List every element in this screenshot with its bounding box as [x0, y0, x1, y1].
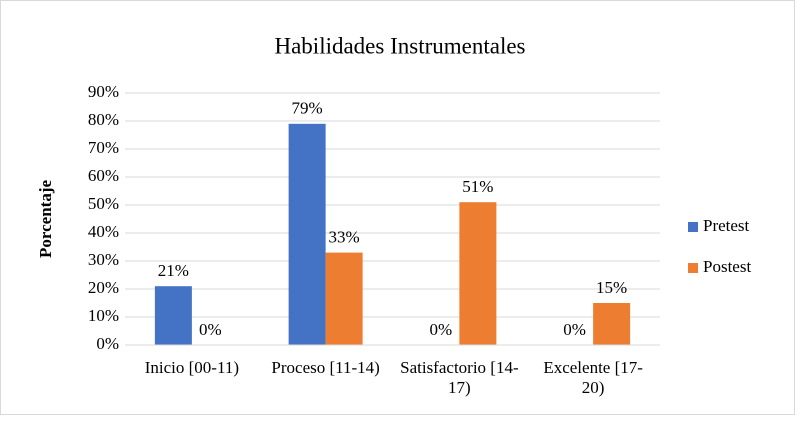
y-axis-label: Porcentaje [36, 180, 55, 258]
value-label: 21% [158, 261, 189, 280]
x-tick-label: Satisfactorio [14-17) [400, 358, 519, 397]
y-tick-label: 0% [96, 334, 119, 353]
bar [593, 303, 631, 345]
value-label: 33% [329, 228, 360, 247]
legend-label: Pretest [703, 216, 750, 235]
x-tick-label: Excelente [17-20) [543, 358, 643, 397]
chart-title: Habilidades Instrumentales [274, 33, 525, 58]
bar [288, 123, 326, 345]
value-label: 0% [563, 320, 586, 339]
x-tick-label: Inicio [00-11) [144, 358, 239, 377]
y-tick-label: 10% [88, 306, 119, 325]
y-tick-label: 40% [88, 222, 119, 241]
legend-swatch [688, 222, 698, 232]
bar [459, 202, 497, 345]
legend-swatch [688, 263, 698, 273]
y-tick-label: 30% [88, 250, 119, 269]
bar [154, 286, 192, 345]
y-tick-label: 90% [88, 82, 119, 101]
value-label: 51% [462, 177, 493, 196]
y-tick-label: 60% [88, 166, 119, 185]
y-tick-label: 50% [88, 194, 119, 213]
y-tick-label: 20% [88, 278, 119, 297]
y-tick-label: 70% [88, 138, 119, 157]
bar [325, 252, 363, 345]
value-label: 79% [292, 99, 323, 118]
legend-label: Postest [703, 257, 751, 276]
value-label: 15% [596, 278, 627, 297]
value-label: 0% [430, 320, 453, 339]
x-tick-label: Proceso [11-14) [271, 358, 380, 377]
y-tick-label: 80% [88, 110, 119, 129]
chart-border [0, 0, 795, 415]
value-label: 0% [199, 320, 222, 339]
